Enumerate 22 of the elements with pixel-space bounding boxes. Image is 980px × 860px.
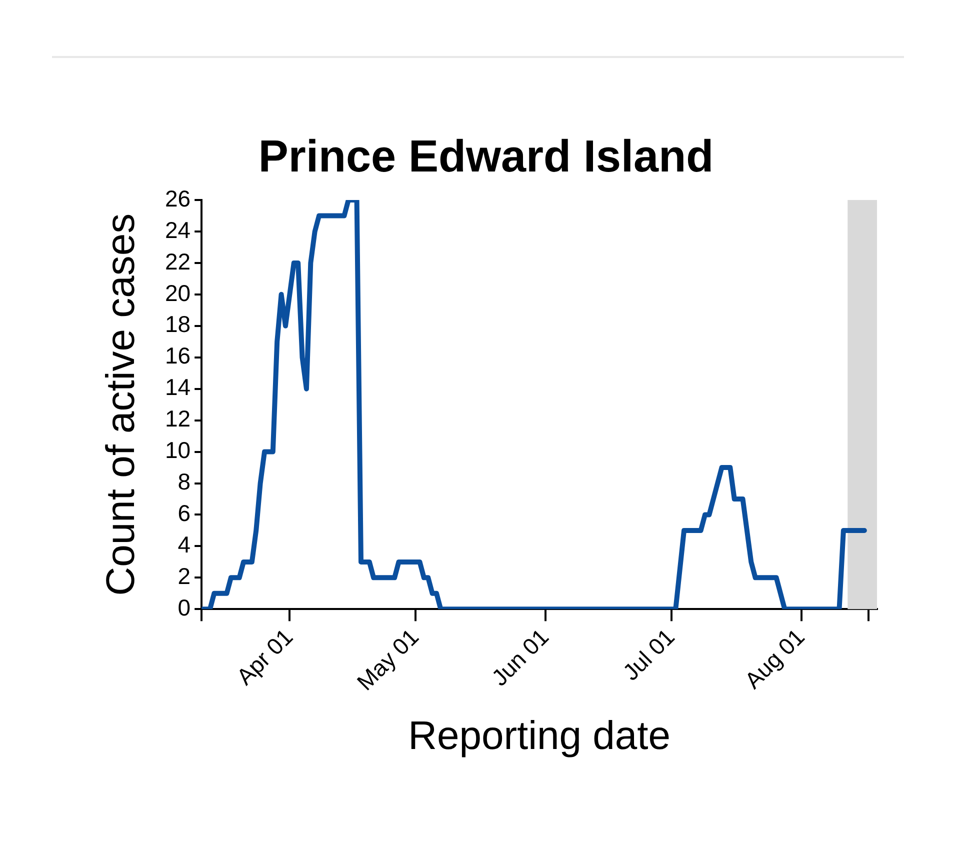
x-axis-title: Reporting date xyxy=(408,714,670,758)
y-tick-label: 10 xyxy=(164,437,191,464)
y-tick-label: 14 xyxy=(164,374,191,400)
x-tick-label: Aug 01 xyxy=(740,624,810,694)
chart-title: Prince Edward Island xyxy=(258,130,714,182)
y-tick-label: 18 xyxy=(164,311,191,338)
y-tick-label: 20 xyxy=(164,280,191,306)
y-axis-title: Count of active cases xyxy=(99,213,144,596)
x-tick-label: Jul 01 xyxy=(618,624,680,686)
y-tick-label: 8 xyxy=(178,468,191,495)
y-tick-label: 26 xyxy=(164,185,191,212)
y-tick-label: 12 xyxy=(164,406,191,432)
y-tick-label: 4 xyxy=(178,532,191,558)
y-tick-label: 16 xyxy=(164,342,191,369)
y-tick-label: 24 xyxy=(164,216,191,243)
x-tick-label: May 01 xyxy=(352,624,424,696)
y-tick-label: 0 xyxy=(178,594,191,620)
y-tick-label: 22 xyxy=(164,248,191,274)
y-tick-label: 6 xyxy=(178,500,191,526)
x-tick-label: Apr 01 xyxy=(231,624,298,690)
y-tick-label: 2 xyxy=(178,563,191,590)
x-tick-label: Jun 01 xyxy=(486,624,554,691)
